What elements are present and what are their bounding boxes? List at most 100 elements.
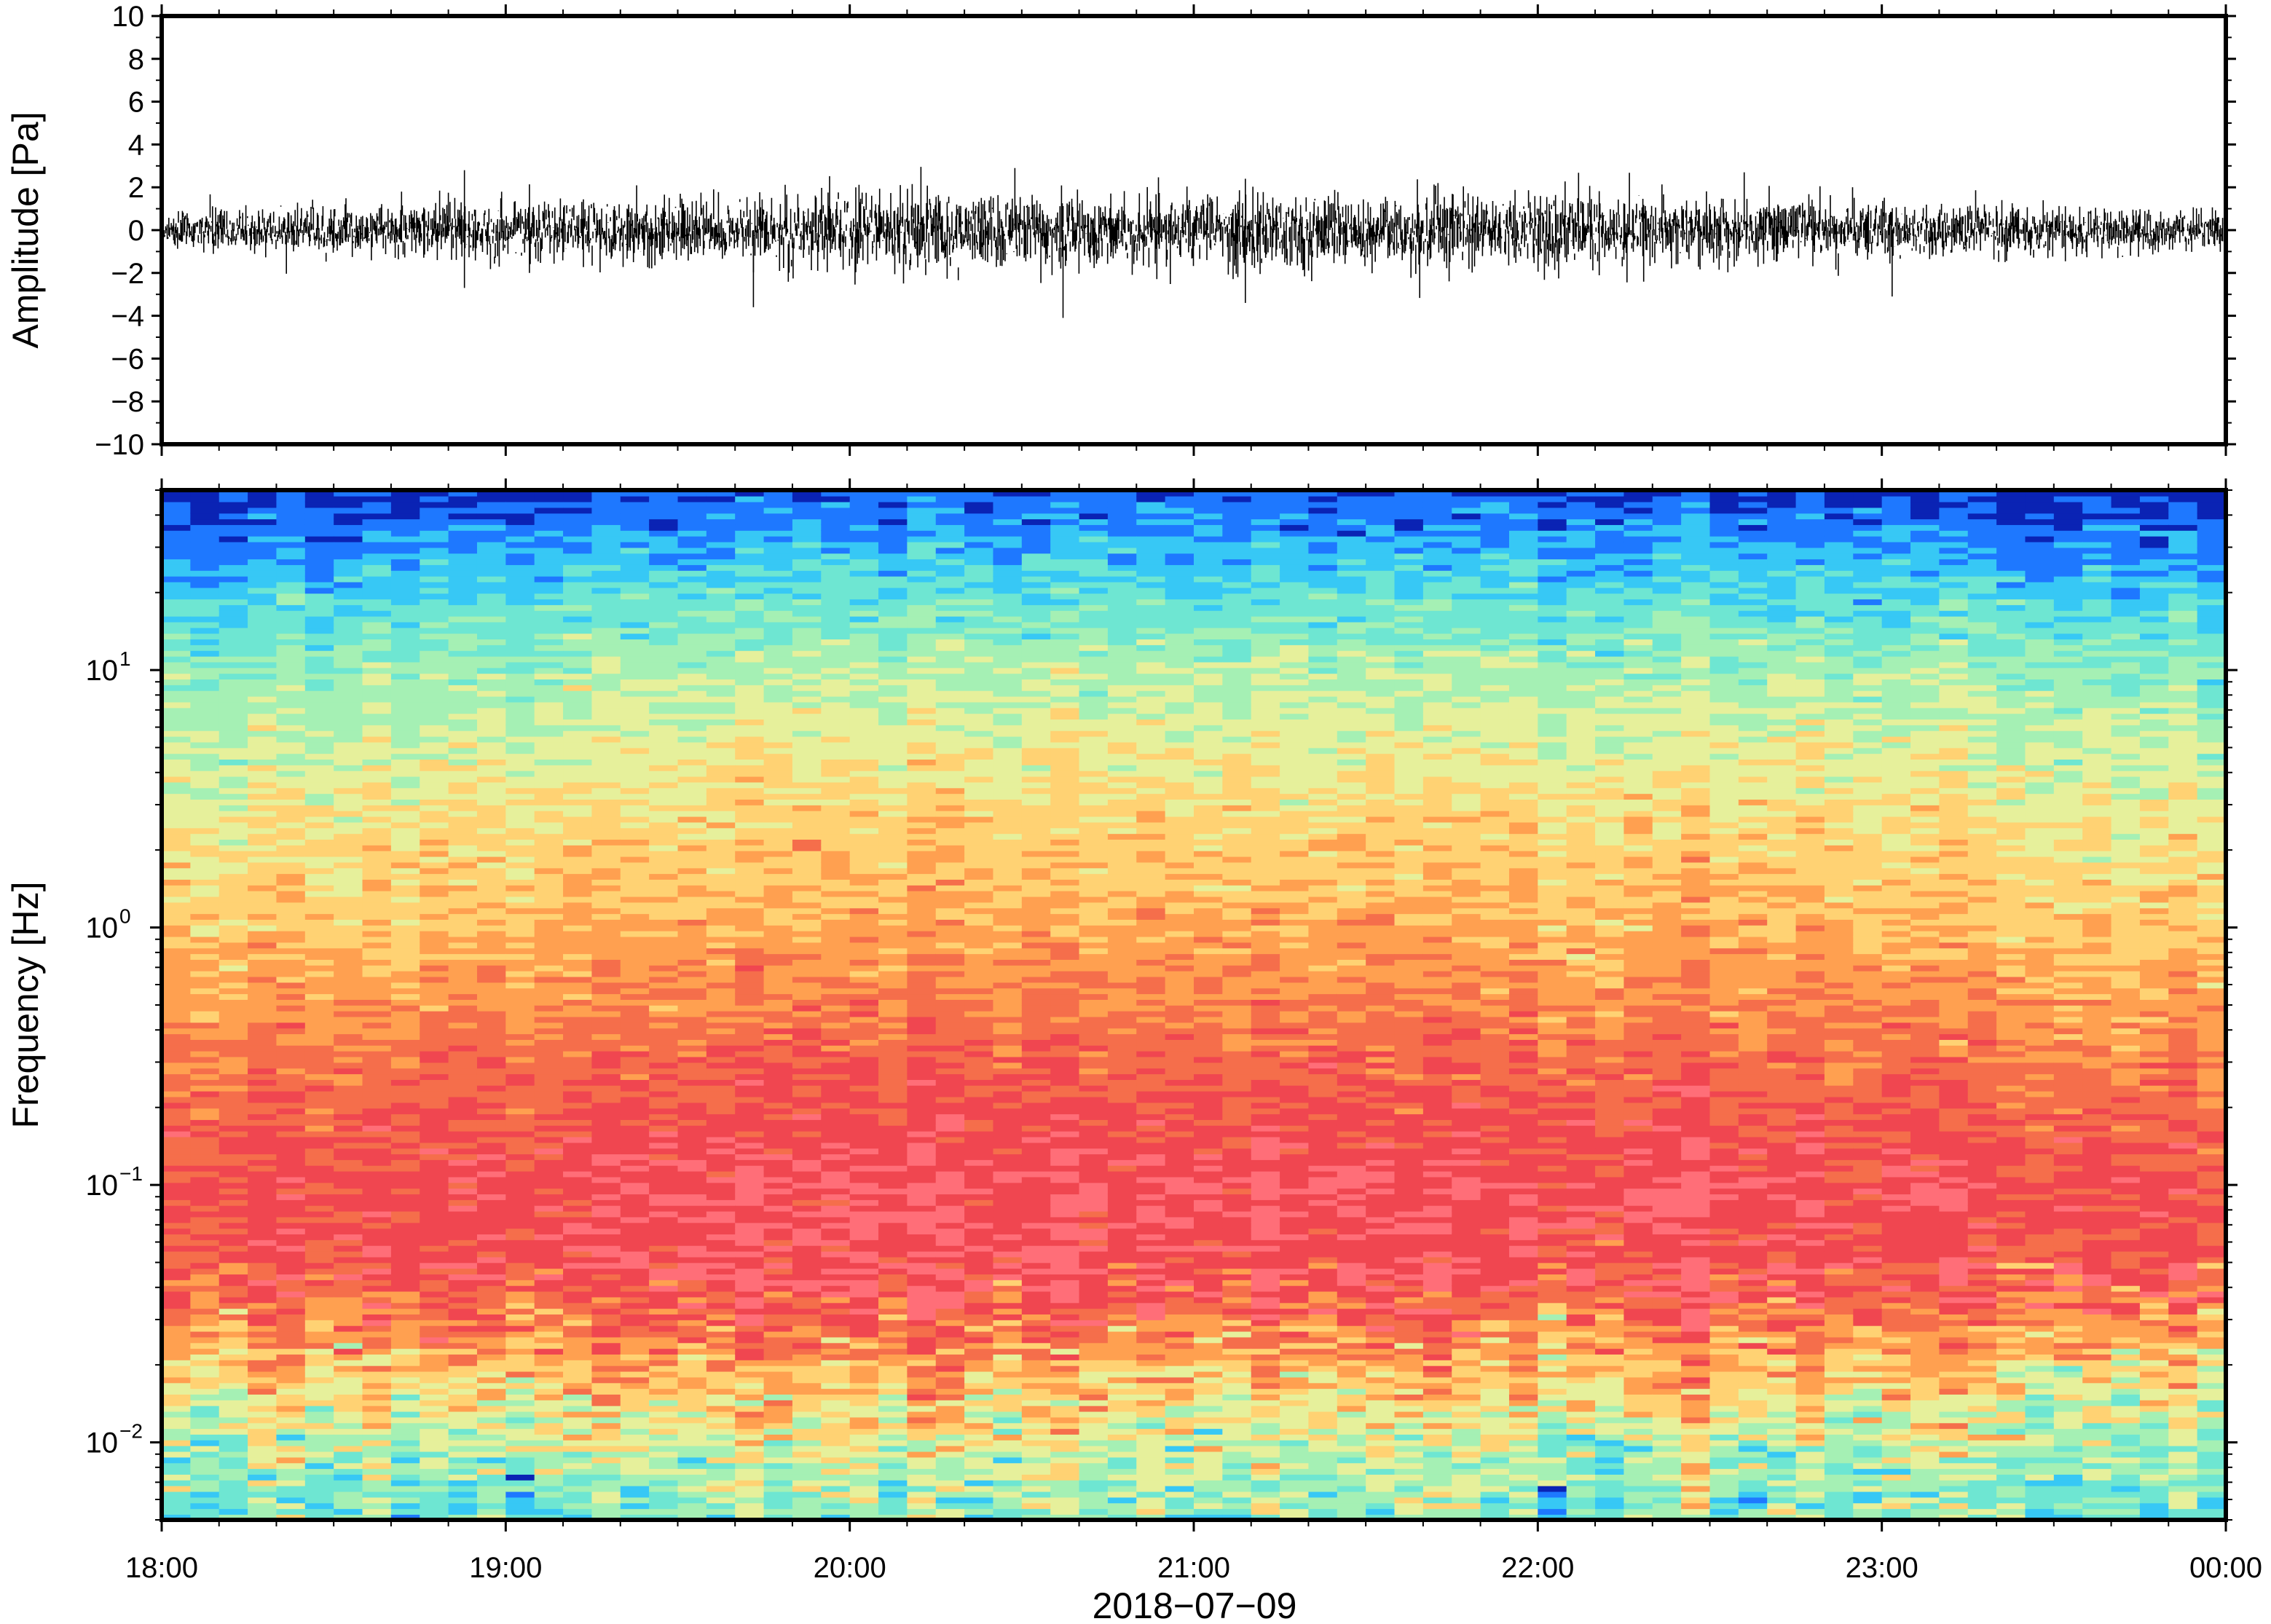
spectrogram-cell: [534, 1485, 564, 1492]
spectrogram-cell: [563, 690, 593, 697]
spectrogram-cell: [476, 1360, 507, 1366]
spectrogram-cell: [591, 610, 621, 617]
spectrogram-cell: [162, 1056, 192, 1063]
spectrogram-cell: [162, 810, 192, 817]
spectrogram-cell: [334, 621, 363, 628]
spectrogram-cell: [276, 615, 306, 623]
spectrogram-cell: [248, 679, 278, 685]
spectrogram-cell: [448, 679, 478, 685]
spectrogram-cell: [677, 1102, 707, 1109]
spectrogram-cell: [362, 1062, 392, 1069]
spectrogram-cell: [677, 885, 707, 891]
spectrogram-cell: [448, 1170, 478, 1178]
spectrogram-cell: [849, 1016, 879, 1023]
spectrogram-cell: [276, 1296, 306, 1304]
spectrogram-cell: [763, 999, 793, 1006]
spectrogram-cell: [304, 753, 334, 760]
spectrogram-cell: [476, 907, 507, 915]
spectrogram-cell: [390, 885, 421, 891]
spectrogram-cell: [677, 1365, 707, 1372]
spectrogram-cell: [304, 1365, 334, 1372]
spectrogram-cell: [735, 685, 765, 691]
spectrogram-cell: [591, 581, 621, 588]
spectrogram-cell: [248, 1113, 278, 1120]
spectrogram-cell: [735, 599, 765, 605]
spectrogram-cell: [620, 1124, 650, 1132]
spectrogram-cell: [248, 1096, 278, 1103]
spectrogram-cell: [620, 741, 650, 749]
spectrogram-cell: [534, 816, 564, 823]
spectrogram-cell: [591, 816, 621, 823]
spectrogram-cell: [563, 1068, 593, 1075]
spectrogram-cell: [505, 1280, 535, 1286]
spectrogram-cell: [448, 1331, 478, 1338]
spectrogram-cell: [304, 1285, 334, 1292]
spectrogram-cell: [362, 621, 392, 628]
spectrogram-cell: [677, 1262, 707, 1269]
spectrogram-cell: [476, 1010, 507, 1017]
spectrogram-cell: [563, 976, 593, 983]
spectrogram-cell: [935, 1280, 965, 1286]
spectrogram-cell: [476, 1234, 507, 1240]
spectrogram-cell: [476, 1502, 507, 1510]
spectrogram-cell: [878, 1119, 908, 1126]
spectrogram-cell: [304, 655, 334, 663]
spectrogram-cell: [390, 725, 421, 731]
spectrogram-cell: [304, 1354, 334, 1360]
spectrogram-cell: [763, 730, 793, 737]
spectrogram-cell: [534, 1239, 564, 1246]
spectrogram-cell: [248, 1422, 278, 1430]
spectrogram-cell: [362, 759, 392, 765]
spectrogram-cell: [677, 695, 707, 703]
spectrogram-cell: [390, 490, 421, 497]
spectrogram-cell: [878, 1280, 908, 1286]
spectrogram-cell: [763, 1394, 793, 1400]
spectrogram-cell: [849, 707, 879, 714]
spectrogram-cell: [162, 1485, 192, 1492]
spectrogram-cell: [476, 1073, 507, 1080]
spectrogram-cell: [792, 645, 822, 651]
spectrogram-cell: [706, 1176, 736, 1183]
spectrogram-cell: [362, 970, 392, 977]
spectrogram-cell: [448, 1514, 478, 1521]
spectrogram-cell: [706, 1028, 736, 1035]
spectrogram-cell: [907, 1108, 937, 1115]
spectrogram-cell: [649, 1405, 679, 1412]
spectrogram-cell: [304, 490, 334, 497]
spectrogram-cell: [190, 1268, 220, 1275]
spectrogram-cell: [534, 547, 564, 554]
spectrogram-cell: [476, 1210, 507, 1218]
spectrogram-cell: [563, 862, 593, 869]
spectrogram-cell: [563, 1376, 593, 1384]
spectrogram-cell: [448, 553, 478, 560]
spectrogram-cell: [649, 1033, 679, 1040]
spectrogram-cell: [706, 615, 736, 623]
spectrogram-cell: [190, 1331, 220, 1338]
spectrogram-cell: [390, 1056, 421, 1063]
spectrogram-cell: [792, 1508, 822, 1515]
spectrogram-cell: [878, 559, 908, 565]
spectrogram-cell: [735, 1268, 765, 1275]
spectrogram-cell: [304, 1056, 334, 1063]
spectrogram-cell: [505, 639, 535, 645]
spectrogram-cell: [248, 725, 278, 731]
spectrogram-cell: [763, 593, 793, 600]
spectrogram-cell: [821, 730, 851, 737]
spectrogram-cell: [878, 1491, 908, 1498]
spectrogram-cell: [591, 501, 621, 508]
spectrogram-cell: [390, 1245, 421, 1252]
spectrogram-cell: [821, 747, 851, 754]
spectrogram-cell: [334, 1096, 363, 1103]
spectrogram-cell: [534, 1028, 564, 1035]
spectrogram-cell: [849, 1405, 879, 1412]
spectrogram-cell: [190, 633, 220, 640]
spectrogram-cell: [935, 1400, 965, 1406]
spectrogram-cell: [448, 1136, 478, 1143]
spectrogram-cell: [248, 1411, 278, 1418]
spectrogram-cell: [190, 902, 220, 909]
spectrogram-cell: [677, 1142, 707, 1149]
spectrogram-cell: [706, 535, 736, 543]
spectrogram-cell: [735, 1136, 765, 1143]
spectrogram-cell: [390, 730, 421, 737]
spectrogram-cell: [362, 564, 392, 571]
